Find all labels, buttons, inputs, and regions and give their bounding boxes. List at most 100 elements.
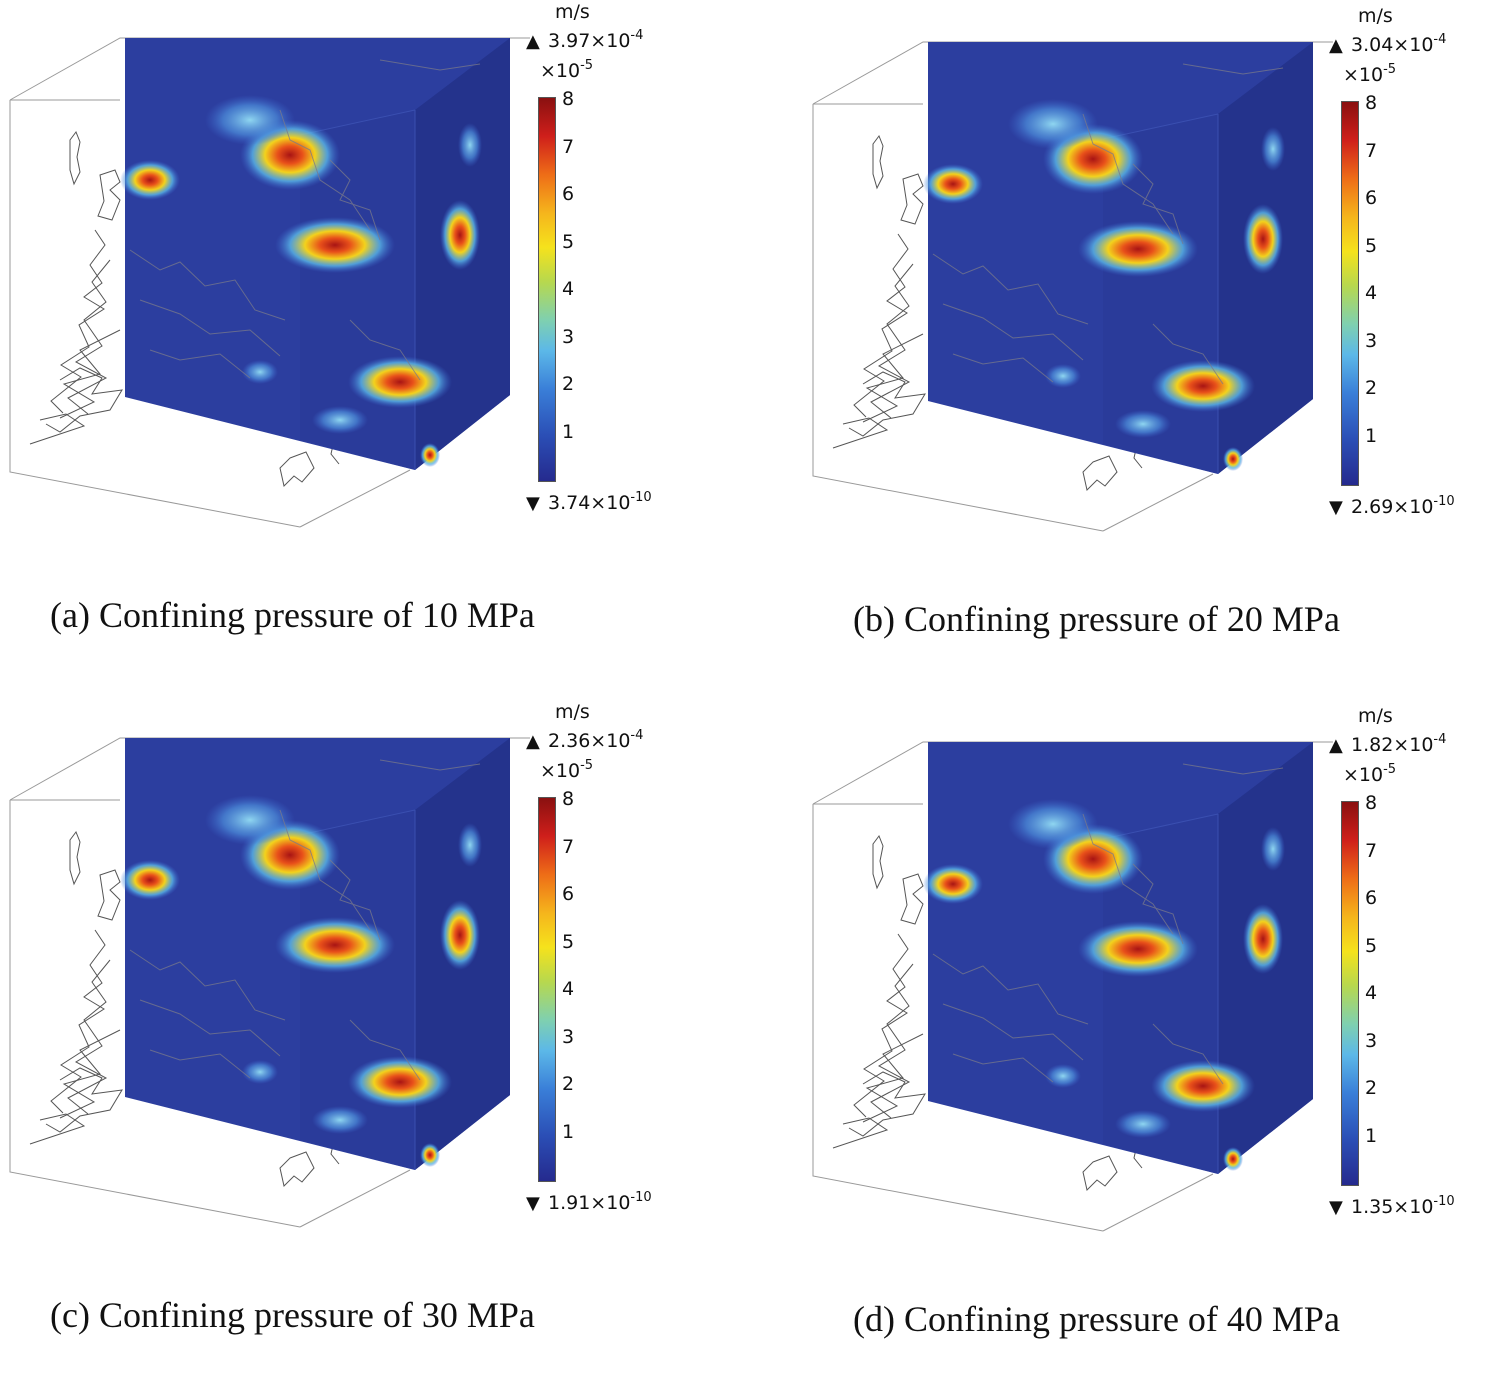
- legend-unit: m/s: [1358, 5, 1393, 27]
- legend-max: ▲ 3.04×10-4: [1329, 32, 1446, 56]
- colorbar: [1341, 801, 1359, 1186]
- colorbar-tick: 2: [1365, 377, 1378, 399]
- colorbar-tick: 4: [562, 278, 575, 300]
- legend-scale: ×10-5: [540, 58, 593, 82]
- down-triangle-icon: ▼: [1329, 1197, 1343, 1218]
- colorbar: [538, 97, 556, 482]
- colorbar-tick: 2: [562, 1073, 575, 1095]
- color-legend: m/s ▲ 3.04×10-4 ×10-5 8 7 6 5 4 3 2 1 ▼ 2.69×10-1…: [1325, 4, 1501, 534]
- legend-scale: ×10-5: [1343, 62, 1396, 86]
- colorbar-tick: 2: [562, 373, 575, 395]
- legend-scale-value: ×10: [540, 60, 581, 82]
- legend-min-value: 1.91×10: [548, 1192, 631, 1214]
- colorbar-tick: 3: [562, 325, 575, 348]
- up-triangle-icon: ▲: [1329, 735, 1343, 756]
- colorbar: [538, 797, 556, 1182]
- up-triangle-icon: ▲: [526, 31, 540, 52]
- legend-scale-value: ×10: [540, 760, 581, 782]
- legend-min: ▼ 1.35×10-10: [1329, 1194, 1455, 1218]
- legend-min-exponent: -10: [630, 1190, 652, 1205]
- legend-scale-exponent: -5: [1383, 762, 1397, 777]
- colorbar-tick: 7: [1365, 839, 1378, 862]
- velocity-field-plot: [0, 0, 530, 540]
- colorbar-tick: 5: [1365, 234, 1378, 257]
- flow-hotspots: [923, 99, 1285, 471]
- colorbar-tick: 4: [562, 978, 575, 1000]
- figure-panel-d: m/s ▲ 1.82×10-4 ×10-5 8 7 6 5 4 3 2 1 ▼ 1.35×10-1…: [803, 704, 1501, 1376]
- legend-max: ▲ 1.82×10-4: [1329, 732, 1446, 756]
- legend-max-value: 3.97×10: [548, 30, 631, 52]
- legend-max: ▲ 2.36×10-4: [526, 728, 643, 752]
- panel-caption: (b) Confining pressure of 20 MPa: [853, 599, 1340, 639]
- colorbar-tick: 1: [1365, 1124, 1378, 1147]
- flow-hotspots: [120, 795, 482, 1167]
- legend-max: ▲ 3.97×10-4: [526, 28, 643, 52]
- legend-scale-exponent: -5: [580, 58, 594, 73]
- down-triangle-icon: ▼: [1329, 497, 1343, 518]
- colorbar-tick: 6: [562, 883, 575, 905]
- panel-caption: (a) Confining pressure of 10 MPa: [50, 595, 535, 635]
- colorbar-tick: 5: [562, 230, 575, 253]
- colorbar-tick: 6: [1365, 887, 1378, 909]
- down-triangle-icon: ▼: [526, 493, 540, 514]
- colorbar-tick: 3: [1365, 1029, 1378, 1052]
- legend-min-value: 2.69×10: [1351, 496, 1434, 518]
- colorbar-tick: 4: [1365, 282, 1378, 304]
- figure-panel-b: m/s ▲ 3.04×10-4 ×10-5 8 7 6 5 4 3 2 1 ▼ 2.69×10-1…: [803, 4, 1501, 676]
- colorbar-tick: 4: [1365, 982, 1378, 1004]
- legend-scale: ×10-5: [1343, 762, 1396, 786]
- up-triangle-icon: ▲: [526, 731, 540, 752]
- up-triangle-icon: ▲: [1329, 35, 1343, 56]
- legend-max-exponent: -4: [630, 28, 644, 43]
- legend-min-value: 3.74×10: [548, 492, 631, 514]
- legend-unit: m/s: [555, 701, 590, 723]
- velocity-field-plot: [803, 4, 1333, 544]
- legend-min: ▼ 3.74×10-10: [526, 490, 652, 514]
- fracture-network: [832, 134, 1143, 491]
- velocity-field-plot: [0, 700, 530, 1240]
- down-triangle-icon: ▼: [526, 1193, 540, 1214]
- legend-min-exponent: -10: [1433, 494, 1455, 509]
- legend-max-value: 3.04×10: [1351, 34, 1434, 56]
- legend-min-exponent: -10: [630, 490, 652, 505]
- colorbar-tick: 1: [562, 420, 575, 443]
- colorbar-tick: 8: [1365, 792, 1378, 814]
- figure-panel-a: m/s ▲ 3.97×10-4 ×10-5 8 7 6 5 4 3 2 1 ▼ 3.74×10-1…: [0, 0, 750, 672]
- colorbar-tick: 6: [1365, 187, 1378, 209]
- flow-hotspots: [923, 799, 1285, 1171]
- legend-max-value: 2.36×10: [548, 730, 631, 752]
- colorbar-tick: 8: [562, 788, 575, 810]
- fracture-network: [832, 834, 1143, 1191]
- color-legend: m/s ▲ 1.82×10-4 ×10-5 8 7 6 5 4 3 2 1 ▼ 1.35×10-1…: [1325, 704, 1501, 1234]
- colorbar: [1341, 101, 1359, 486]
- legend-min-value: 1.35×10: [1351, 1196, 1434, 1218]
- legend-max-exponent: -4: [1433, 732, 1447, 747]
- colorbar-tick: 3: [562, 1025, 575, 1048]
- velocity-field-plot: [803, 704, 1333, 1244]
- colorbar-tick: 5: [1365, 934, 1378, 957]
- legend-max-exponent: -4: [1433, 32, 1447, 47]
- legend-scale-value: ×10: [1343, 64, 1384, 86]
- colorbar-tick: 7: [562, 835, 575, 858]
- legend-max-exponent: -4: [630, 728, 644, 743]
- legend-min: ▼ 2.69×10-10: [1329, 494, 1455, 518]
- legend-min-exponent: -10: [1433, 1194, 1455, 1209]
- colorbar-tick: 1: [1365, 424, 1378, 447]
- colorbar-tick: 8: [562, 88, 575, 110]
- colorbar-tick: 2: [1365, 1077, 1378, 1099]
- colorbar-tick: 6: [562, 183, 575, 205]
- legend-unit: m/s: [555, 1, 590, 23]
- panel-caption: (c) Confining pressure of 30 MPa: [50, 1295, 535, 1335]
- legend-scale-value: ×10: [1343, 764, 1384, 786]
- colorbar-tick: 8: [1365, 92, 1378, 114]
- figure-panel-c: m/s ▲ 2.36×10-4 ×10-5 8 7 6 5 4 3 2 1 ▼ 1.91×10-1…: [0, 700, 750, 1372]
- panel-caption: (d) Confining pressure of 40 MPa: [853, 1299, 1340, 1339]
- colorbar-tick: 5: [562, 930, 575, 953]
- legend-max-value: 1.82×10: [1351, 734, 1434, 756]
- legend-scale: ×10-5: [540, 758, 593, 782]
- legend-min: ▼ 1.91×10-10: [526, 1190, 652, 1214]
- legend-scale-exponent: -5: [1383, 62, 1397, 77]
- colorbar-tick: 7: [1365, 139, 1378, 162]
- flow-hotspots: [120, 95, 482, 467]
- colorbar-tick: 3: [1365, 329, 1378, 352]
